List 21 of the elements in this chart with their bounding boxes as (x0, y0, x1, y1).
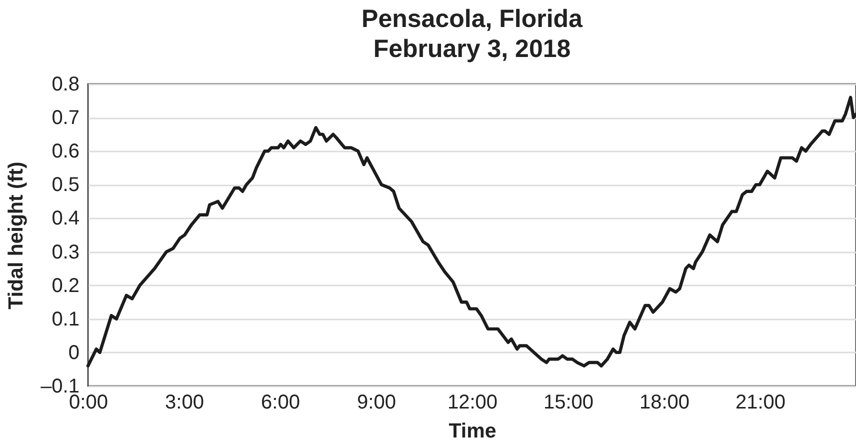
y-tick-label: 0.7 (52, 107, 80, 130)
y-tick-label: 0.2 (52, 274, 80, 297)
chart-subtitle: February 3, 2018 (373, 35, 571, 63)
x-tick-label: 3:00 (165, 392, 204, 414)
chart-title: Pensacola, Florida (362, 5, 584, 33)
x-tick-label: 12:00 (447, 392, 498, 414)
y-tick-label: 0.6 (52, 140, 80, 163)
x-tick-label: 9:00 (357, 392, 396, 414)
y-tick-label: 0.1 (52, 308, 80, 330)
x-tick-label: 15:00 (543, 392, 594, 414)
y-tick-label: 0.8 (52, 74, 80, 96)
line-series (86, 96, 856, 368)
y-tick-label: 0.4 (52, 208, 80, 230)
x-tick-label: 6:00 (261, 392, 300, 414)
y-tick-label: 0.5 (52, 174, 80, 196)
x-axis-title: Time (448, 420, 496, 442)
y-tick-label: 0.3 (52, 241, 80, 264)
y-tick-label: 0 (68, 342, 80, 364)
x-tick-label: 21:00 (735, 392, 786, 414)
x-tick-label: 18:00 (639, 392, 690, 414)
y-axis-title: Tidal height (ft) (4, 162, 28, 310)
